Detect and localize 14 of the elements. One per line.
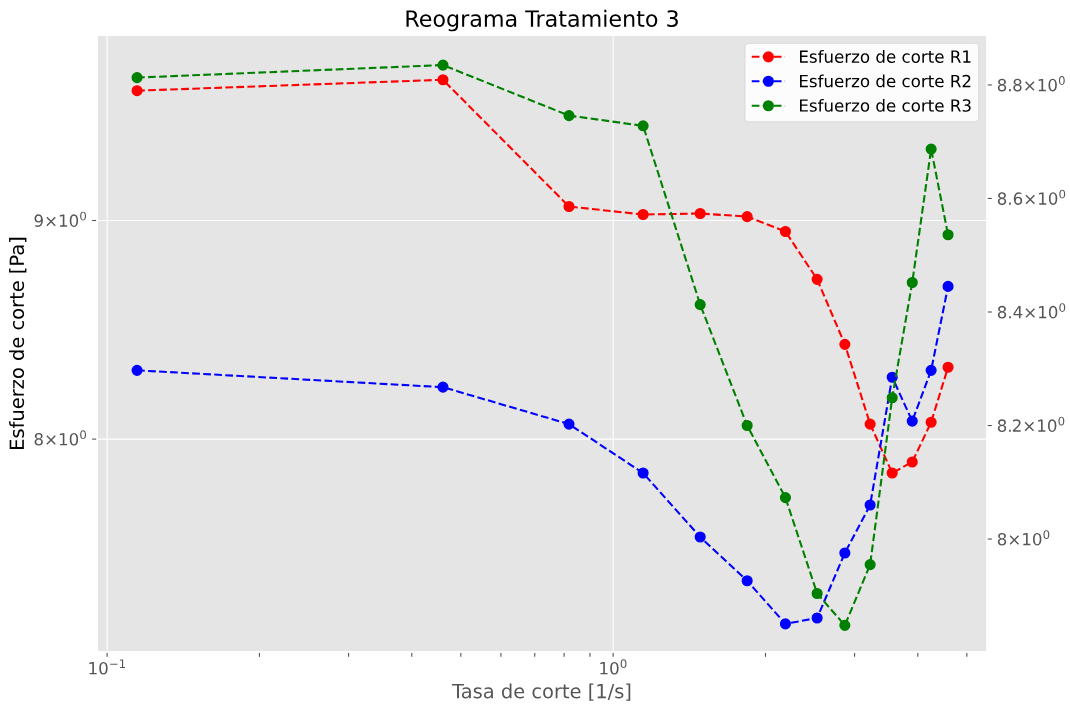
y-tick-label: 9×10$^{0}$: [34, 211, 87, 227]
legend-label: Esfuerzo de corte R2: [800, 74, 971, 88]
y2-tick-label: 8×10$^{0}$: [997, 530, 1050, 546]
x-axis-title: Tasa de corte [1/s]: [452, 683, 631, 701]
y-axis-title: Esfuerzo de corte [Pa]: [9, 237, 27, 449]
y2-tick-label: 8.4×10$^{0}$: [997, 303, 1066, 319]
y2-tick-label: 8.6×10$^{0}$: [997, 189, 1066, 205]
x-tick-label: 10$^{0}$: [600, 659, 627, 675]
y2-tick-label: 8.8×10$^{0}$: [997, 76, 1065, 92]
legend-label: Esfuerzo de corte R3: [800, 98, 971, 112]
legend-label: Esfuerzo de corte R1: [800, 50, 971, 63]
x-tick-label: 10$^{−1}$: [89, 659, 126, 675]
y2-tick-label: 8.2×10$^{0}$: [997, 416, 1065, 432]
chart-title: Reograma Tratamiento 3: [406, 9, 678, 32]
